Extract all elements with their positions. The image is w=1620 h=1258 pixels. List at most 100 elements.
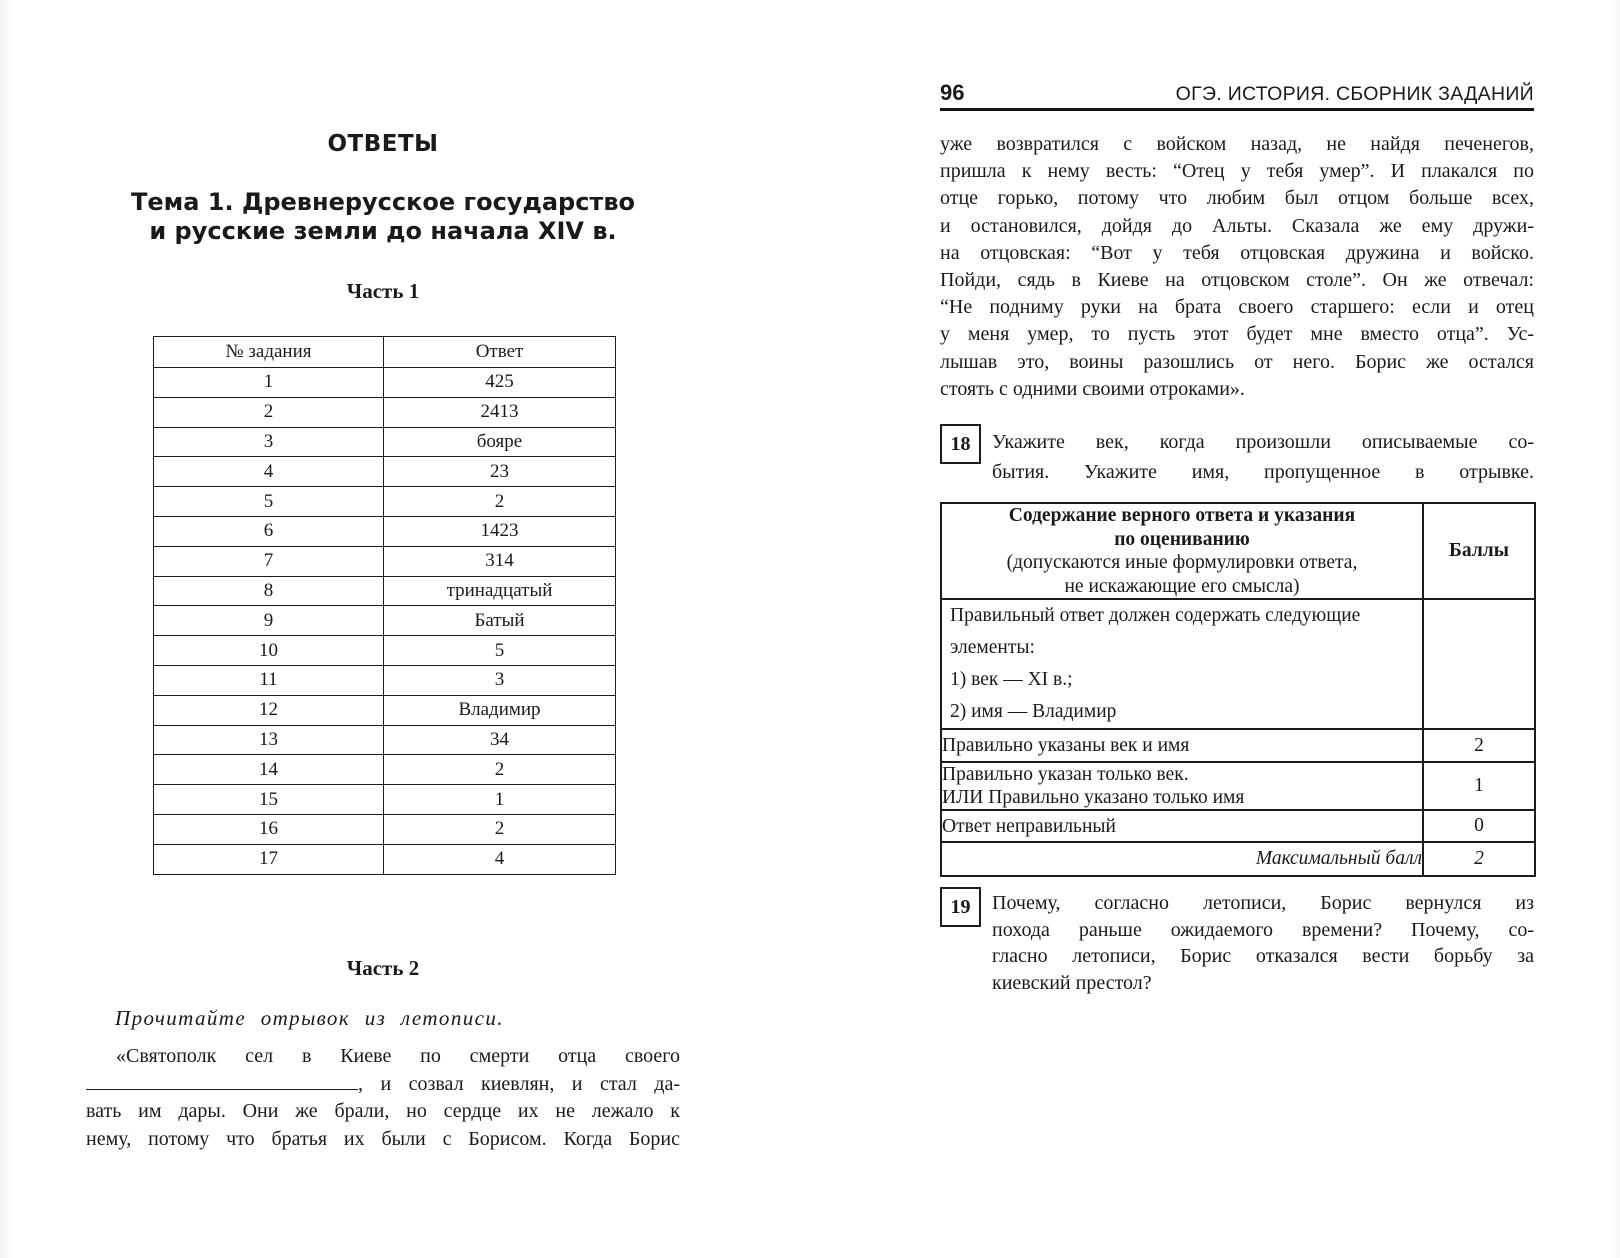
answer-cell: 4 bbox=[383, 843, 616, 875]
excerpt-line: “Не подниму руки на брата своего старшег… bbox=[940, 296, 1534, 319]
table-row: 13 34 bbox=[153, 724, 616, 756]
scoring-criteria-row: Правильный ответ должен содержать следую… bbox=[940, 598, 1536, 730]
task-line: похода раньше ожидаемого времени? Почему… bbox=[992, 918, 1534, 941]
answers-table-header-row: № задания Ответ bbox=[153, 336, 616, 368]
scoring-row: Ответ неправильный 0 bbox=[940, 809, 1536, 843]
excerpt-line: лышав это, воины разошлись от него. Бори… bbox=[940, 350, 1534, 373]
topic-line-1: Тема 1. Древнерусское государство bbox=[130, 188, 636, 216]
points-cell: 1 bbox=[1422, 761, 1536, 811]
running-header: 96 ОГЭ. ИСТОРИЯ. СБОРНИК ЗАДАНИЙ bbox=[940, 80, 1534, 111]
running-title: ОГЭ. ИСТОРИЯ. СБОРНИК ЗАДАНИЙ bbox=[1175, 83, 1534, 105]
task-line: Почему, согласно летописи, Борис вернулс… bbox=[992, 892, 1534, 914]
excerpt-line: отце горько, потому что любим был отцом … bbox=[940, 187, 1534, 210]
answers-title: ОТВЕТЫ bbox=[327, 131, 439, 157]
excerpt-line: стоять с одними своими отроками». bbox=[940, 377, 1245, 400]
answer-cell: 2 bbox=[383, 486, 616, 517]
table-row: 2 2413 bbox=[153, 396, 616, 428]
task-number-cell: 16 bbox=[153, 813, 384, 845]
task-number-cell: 8 bbox=[153, 575, 384, 607]
answer-cell: 5 bbox=[383, 635, 616, 666]
excerpt-line-text: , и созвал киевлян, и стал да- bbox=[358, 1072, 680, 1095]
scoring-table: Содержание верного ответа и указания по … bbox=[940, 502, 1536, 877]
excerpt-line: Пойди, сядь в Киеве на отцовском столе”.… bbox=[940, 269, 1534, 292]
excerpt-line: нему, потому что братья их были с Борисо… bbox=[86, 1127, 680, 1150]
max-score-value: 2 bbox=[1422, 841, 1536, 877]
instruction-text: Прочитайте отрывок из летописи. bbox=[115, 1006, 504, 1030]
scoring-header-row: Содержание верного ответа и указания по … bbox=[940, 502, 1536, 600]
part1-heading: Часть 1 bbox=[346, 279, 420, 303]
table-row: 11 3 bbox=[153, 664, 616, 696]
criteria-cell: Правильный ответ должен содержать следую… bbox=[940, 598, 1424, 730]
task-number-cell: 17 bbox=[153, 843, 384, 875]
criterion-line: Правильно указан только век. bbox=[942, 764, 1189, 785]
task-number-cell: 5 bbox=[153, 486, 384, 517]
scoring-row: Правильно указан только век. ИЛИ Правиль… bbox=[940, 761, 1536, 811]
table-row: 10 5 bbox=[153, 635, 616, 666]
scoring-criterion: Правильно указаны век и имя bbox=[940, 728, 1424, 763]
table-row: 3 бояре bbox=[153, 426, 616, 458]
task-line: киевский престол? bbox=[992, 971, 1152, 994]
task-number-cell: 4 bbox=[153, 456, 384, 488]
column-header-answer: Ответ bbox=[383, 336, 616, 368]
topic-title: Тема 1. Древнерусское государство и русс… bbox=[86, 188, 680, 246]
task-number-cell: 2 bbox=[153, 396, 384, 428]
scoring-header-line: Содержание верного ответа и указания bbox=[1008, 505, 1356, 526]
table-row: 9 Батый bbox=[153, 605, 616, 637]
scoring-row: Правильно указаны век и имя 2 bbox=[940, 728, 1536, 763]
answer-cell: 34 bbox=[383, 724, 616, 756]
topic-line-2: и русские земли до начала XIV в. bbox=[149, 217, 617, 245]
answer-cell: 425 bbox=[383, 367, 616, 398]
criterion-line: ИЛИ Правильно указано только имя bbox=[942, 787, 1245, 808]
task-number-cell: 1 bbox=[153, 367, 384, 398]
task-line: гласно летописи, Борис отказался вести б… bbox=[992, 945, 1534, 968]
task-line: бытия. Укажите имя, пропущенное в отрывк… bbox=[992, 461, 1534, 483]
answer-cell: 2 bbox=[383, 754, 616, 786]
table-row: 4 23 bbox=[153, 456, 616, 488]
table-row: 14 2 bbox=[153, 754, 616, 786]
excerpt-line: вать им дары. Они же брали, но сердце их… bbox=[86, 1100, 680, 1122]
task-number-cell: 14 bbox=[153, 754, 384, 786]
part2-heading: Часть 2 bbox=[346, 956, 420, 980]
task-19-text: Почему, согласно летописи, Борис вернулс… bbox=[992, 890, 1534, 996]
answer-cell: тринадцатый bbox=[383, 575, 616, 607]
excerpt-line: у меня умер, то пусть этот будет мне вме… bbox=[940, 323, 1534, 346]
table-row: 7 314 bbox=[153, 545, 616, 577]
task-18-text: Укажите век, когда произошли описываемые… bbox=[992, 427, 1534, 487]
blank-underline bbox=[86, 1072, 358, 1090]
task-number-cell: 7 bbox=[153, 545, 384, 577]
task-19-number-box: 19 bbox=[940, 887, 981, 927]
chronicle-excerpt-left: «Святополк сел в Киеве по смерти отца св… bbox=[86, 1043, 680, 1153]
points-cell: 2 bbox=[1422, 728, 1536, 763]
answer-cell: 314 bbox=[383, 545, 616, 577]
excerpt-line: на отцовская: “Вот у тебя отцовская друж… bbox=[940, 241, 1534, 264]
max-score-row: Максимальный балл 2 bbox=[940, 841, 1536, 877]
scoring-header-note: (допускаются иные формулировки ответа, bbox=[1006, 552, 1358, 573]
task-line: Укажите век, когда произошли описываемые… bbox=[992, 431, 1534, 453]
scoring-header-line: по оцениванию bbox=[1114, 528, 1250, 550]
answer-cell: 1 bbox=[383, 784, 616, 815]
table-row: 6 1423 bbox=[153, 515, 616, 547]
answer-cell: 2 bbox=[383, 813, 616, 845]
criteria-line: 2) имя — Владимир bbox=[950, 701, 1117, 722]
task-number-cell: 15 bbox=[153, 784, 384, 815]
answer-cell: Владимир bbox=[383, 694, 616, 726]
table-row: 17 4 bbox=[153, 843, 616, 875]
table-row: 16 2 bbox=[153, 813, 616, 845]
excerpt-line: «Святополк сел в Киеве по смерти отца св… bbox=[116, 1045, 680, 1067]
left-page: ОТВЕТЫ Тема 1. Древнерусское государство… bbox=[86, 131, 680, 1153]
task-number-cell: 6 bbox=[153, 515, 384, 547]
chronicle-excerpt-right: уже возвратился с войском назад, не найд… bbox=[940, 131, 1534, 403]
criteria-line: элементы: bbox=[950, 637, 1035, 658]
task-number-cell: 9 bbox=[153, 605, 384, 637]
answer-cell: 1423 bbox=[383, 515, 616, 547]
scoring-criterion: Ответ неправильный bbox=[940, 809, 1424, 843]
task-number-cell: 3 bbox=[153, 426, 384, 458]
excerpt-line: пришла к нему весть: “Отец у тебя умер”.… bbox=[940, 160, 1534, 183]
task-number-cell: 10 bbox=[153, 635, 384, 666]
task-number-cell: 13 bbox=[153, 724, 384, 756]
column-header-task-number: № задания bbox=[153, 336, 384, 368]
right-page: 96 ОГЭ. ИСТОРИЯ. СБОРНИК ЗАДАНИЙ уже воз… bbox=[810, 0, 1620, 1258]
